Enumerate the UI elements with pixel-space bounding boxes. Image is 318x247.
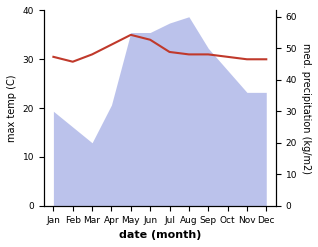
X-axis label: date (month): date (month) (119, 230, 201, 240)
Y-axis label: max temp (C): max temp (C) (7, 74, 17, 142)
Y-axis label: med. precipitation (kg/m2): med. precipitation (kg/m2) (301, 43, 311, 174)
